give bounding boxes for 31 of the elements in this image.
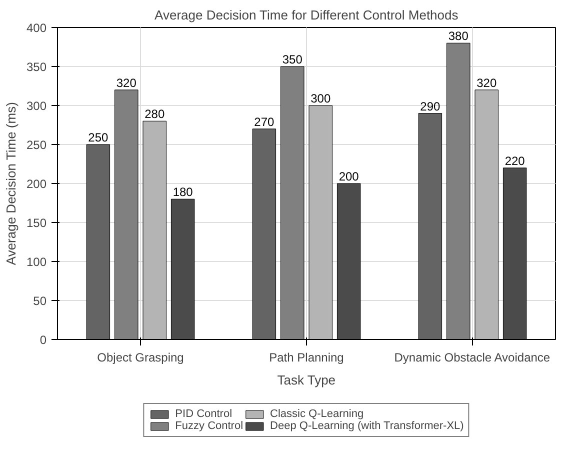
x-tick-label: Path Planning [269,350,344,364]
data-label: 380 [448,29,469,44]
y-tick-label: 350 [26,60,47,74]
y-tick-label: 50 [33,294,47,308]
x-axis-title: Task Type [277,372,336,388]
data-label: 220 [504,154,526,168]
data-label: 180 [172,185,194,200]
y-tick-label: 400 [26,21,47,35]
legend-label: Classic Q-Learning [270,408,364,420]
legend-label: Deep Q-Learning (with Transformer-XL) [270,420,464,432]
y-tick-label: 100 [26,255,47,269]
y-tick-label: 0 [40,333,47,347]
data-label: 290 [420,99,441,114]
y-axis-title: Average Decision Time (ms) [3,102,18,266]
legend-label: PID Control [175,408,232,420]
y-tick-label: 200 [26,177,47,191]
data-label: 280 [144,107,165,122]
x-tick-label: Object Grasping [97,350,184,364]
chart-title: Average Decision Time for Different Control Methods [154,8,459,22]
x-tick-label: Dynamic Obstacle Avoidance [394,350,550,364]
data-label: 320 [116,76,137,90]
legend-label: Fuzzy Control [175,420,244,432]
data-label: 270 [254,114,275,129]
data-label: 300 [310,92,331,106]
y-tick-label: 150 [26,216,47,230]
y-tick-label: 300 [26,99,47,113]
y-tick-label: 250 [26,138,47,152]
data-label: 350 [282,52,303,66]
data-label: 200 [338,170,360,184]
data-label: 320 [476,76,497,90]
data-label: 250 [88,130,109,144]
